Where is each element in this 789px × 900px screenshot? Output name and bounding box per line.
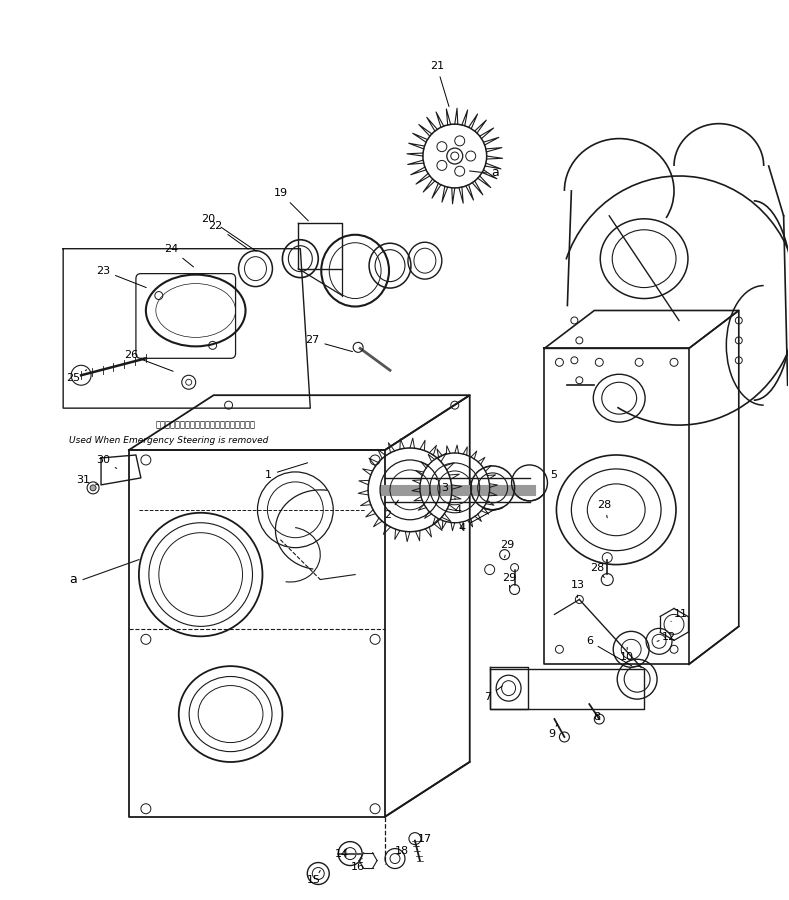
Text: 28: 28 xyxy=(597,500,611,518)
Text: 14: 14 xyxy=(335,849,350,859)
Text: 4: 4 xyxy=(458,509,495,533)
Text: 12: 12 xyxy=(657,633,676,643)
Text: 16: 16 xyxy=(351,859,365,871)
Text: 8: 8 xyxy=(591,709,601,722)
Text: 30: 30 xyxy=(96,455,117,469)
Text: 27: 27 xyxy=(305,336,353,352)
Text: 9: 9 xyxy=(548,724,557,739)
Text: 26: 26 xyxy=(124,350,173,372)
Text: 22: 22 xyxy=(208,220,249,249)
Text: 6: 6 xyxy=(585,636,632,666)
Text: 29: 29 xyxy=(500,540,514,558)
Text: 21: 21 xyxy=(430,61,449,106)
Text: a: a xyxy=(69,573,77,586)
Text: 24: 24 xyxy=(163,244,193,267)
Text: 20: 20 xyxy=(202,214,256,251)
Text: 11: 11 xyxy=(671,609,688,621)
Text: 3: 3 xyxy=(435,478,448,493)
Text: 4: 4 xyxy=(454,498,462,515)
Text: 5: 5 xyxy=(544,470,557,480)
Text: 13: 13 xyxy=(570,580,585,598)
Text: 7: 7 xyxy=(484,686,503,702)
Text: 31: 31 xyxy=(76,475,99,485)
Text: 2: 2 xyxy=(384,500,398,520)
Text: 10: 10 xyxy=(620,647,634,662)
Text: 15: 15 xyxy=(307,870,321,886)
Text: エマージェンシーステアリング未装着時使用: エマージェンシーステアリング未装着時使用 xyxy=(156,420,256,429)
Text: 1: 1 xyxy=(265,463,308,480)
Text: 28: 28 xyxy=(590,562,604,578)
Text: 17: 17 xyxy=(418,833,432,847)
Text: 19: 19 xyxy=(273,188,308,220)
Text: Used When Emergency Steering is removed: Used When Emergency Steering is removed xyxy=(69,436,268,445)
Circle shape xyxy=(90,485,96,490)
Text: a: a xyxy=(491,166,499,179)
Text: 23: 23 xyxy=(96,266,146,288)
Text: 25: 25 xyxy=(66,370,87,383)
Text: 29: 29 xyxy=(503,572,517,588)
Text: 18: 18 xyxy=(395,846,409,856)
